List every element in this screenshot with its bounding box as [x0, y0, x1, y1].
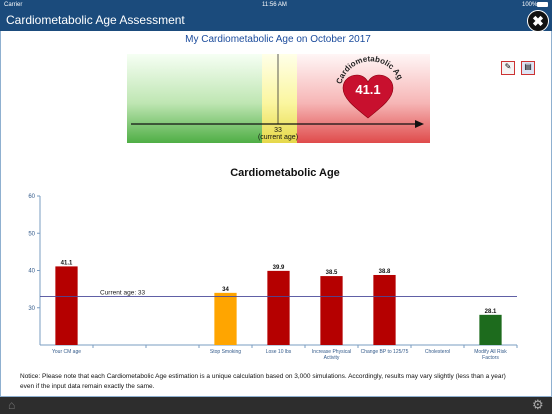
status-bar: Carrier 11:56 AM 100%	[0, 0, 552, 10]
x-tick-label: Increase Physical Activity	[311, 349, 352, 361]
reference-label: Current age: 33	[100, 290, 146, 297]
current-age-label: (current age)	[258, 134, 298, 141]
x-tick-label: Your CM age	[52, 349, 81, 355]
bar	[55, 266, 78, 345]
x-tick-label: Modify All Risk Factors	[474, 349, 507, 361]
subtitle: My Cardiometabolic Age on October 2017	[185, 34, 371, 45]
bottom-bar: ⌂ ⚙	[0, 397, 552, 414]
value-label: 34	[222, 287, 229, 293]
home-button[interactable]: ⌂	[8, 398, 16, 412]
heart	[342, 74, 394, 119]
header-bar: Cardiometabolic Age Assessment ✖	[0, 10, 552, 32]
current-age: 33	[274, 127, 282, 134]
x-tick-label: Lose 10 lbs	[265, 349, 292, 355]
x-tick-label: Cholesterol	[424, 349, 451, 355]
x-tick-label: Change BP to 125/75	[360, 349, 409, 355]
battery-level: 100%	[522, 2, 538, 8]
gauge-overlay: Cardiometabolic Age 41.1 33 (current age…	[127, 54, 424, 141]
battery-icon	[537, 2, 548, 7]
y-tick-label: 30	[28, 306, 35, 312]
y-tick-label: 60	[28, 194, 35, 200]
arrow-head	[415, 120, 424, 128]
value-label: 41.1	[61, 260, 73, 266]
bar	[320, 276, 343, 345]
y-tick-label: 50	[28, 231, 35, 237]
bar	[479, 314, 502, 345]
chart: Cardiometabolic Age 30 40 50 60 41.1 34 39.9 38…	[28, 167, 518, 348]
value-label: 38.8	[379, 269, 391, 275]
gauge-green	[127, 54, 262, 143]
gauge-yellow	[262, 54, 297, 143]
edit-icon[interactable]: ✎	[501, 61, 515, 75]
value-label: 38.5	[326, 270, 338, 276]
notice: Notice: Please note that each Cardiometa…	[20, 373, 506, 390]
settings-button[interactable]: ⚙	[532, 397, 544, 412]
bar	[267, 270, 290, 345]
bar	[373, 274, 396, 345]
close-button[interactable]: ✖	[527, 10, 549, 32]
report-icon[interactable]: ▤	[521, 61, 535, 75]
value-label: 28.1	[485, 309, 497, 315]
chart-title: Cardiometabolic Age	[230, 167, 340, 179]
header-title: Cardiometabolic Age Assessment	[6, 13, 185, 27]
y-tick-label: 40	[28, 269, 35, 275]
clock: 11:56 AM	[262, 2, 287, 8]
cm-age: 41.1	[355, 82, 380, 97]
bar	[214, 292, 237, 345]
carrier: Carrier	[4, 2, 23, 8]
x-tick-label: Stop Smoking	[209, 349, 242, 355]
gauge: Cardiometabolic Age 41.1 33 (current age…	[127, 54, 430, 143]
value-label: 39.9	[273, 265, 285, 271]
